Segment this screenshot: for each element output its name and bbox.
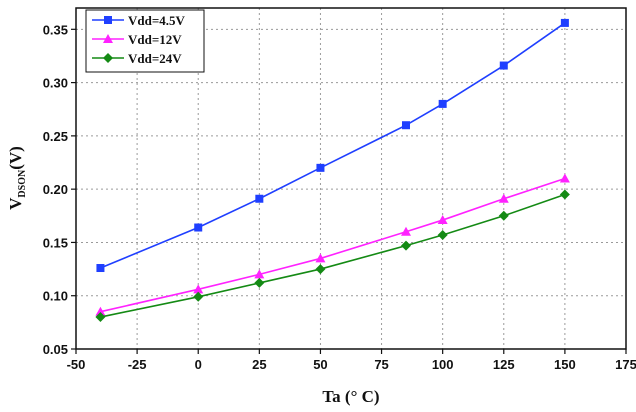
y-axis-label: VDSON(V) (6, 146, 28, 210)
series-1 (96, 18, 569, 273)
y-tick-label: 0.25 (43, 129, 68, 144)
x-tick-label: 150 (554, 357, 576, 372)
data-point (194, 223, 203, 232)
legend-label: Vdd=12V (128, 32, 182, 47)
legend-marker (103, 53, 113, 63)
legend-label: Vdd=24V (128, 51, 182, 66)
series-layer (95, 18, 570, 323)
data-point (315, 264, 326, 275)
data-point (560, 18, 569, 27)
data-point (437, 229, 448, 240)
x-tick-label: 50 (313, 357, 327, 372)
data-point (193, 291, 204, 302)
data-point (96, 264, 105, 273)
data-point (254, 269, 265, 279)
legend-item: Vdd=12V (92, 32, 182, 47)
y-tick-label: 0.05 (43, 342, 68, 357)
data-point (316, 163, 325, 172)
data-point (255, 194, 264, 203)
data-point (193, 284, 204, 294)
data-point (438, 99, 447, 108)
y-tick-label: 0.15 (43, 235, 68, 250)
y-tick-label: 0.30 (43, 76, 68, 91)
data-point (499, 61, 508, 70)
data-point (402, 121, 410, 130)
data-point (498, 193, 509, 203)
data-point (437, 215, 448, 225)
data-point (559, 173, 570, 183)
series-line (100, 193, 566, 318)
legend-marker (103, 34, 113, 43)
x-tick-label: 175 (615, 357, 636, 372)
series-line (100, 177, 566, 313)
series-3 (95, 189, 570, 323)
data-point (254, 277, 265, 288)
x-tick-label: -25 (128, 357, 147, 372)
x-tick-label: -50 (67, 357, 86, 372)
y-axis-label-unit: (V) (6, 146, 25, 170)
legend-marker (104, 16, 112, 24)
plot-frame (75, 7, 627, 350)
x-tick-label: 75 (374, 357, 388, 372)
x-tick-label: 25 (252, 357, 266, 372)
data-point (559, 189, 570, 200)
y-tick-label: 0.10 (43, 289, 68, 304)
y-tick-label: 0.20 (43, 182, 68, 197)
y-tick-label: 0.35 (43, 22, 68, 37)
ticks: -50 -25 0 25 50 75 100 125 150 175 0.05 0.10 0.15 0.2… (43, 22, 636, 372)
y-axis-label-main: V (6, 197, 25, 210)
data-point (95, 312, 106, 323)
data-point (498, 210, 509, 221)
x-tick-label: 0 (195, 357, 202, 372)
series-line (100, 22, 566, 269)
x-tick-label: 125 (493, 357, 515, 372)
data-point (401, 226, 411, 236)
legend-item: Vdd=4.5V (92, 13, 186, 28)
series-2 (95, 173, 570, 316)
legend: Vdd=4.5V Vdd=12V Vdd=24V (85, 9, 205, 73)
data-point (95, 306, 106, 316)
legend-item: Vdd=24V (92, 51, 182, 66)
x-tick-label: 100 (432, 357, 454, 372)
data-point (401, 240, 411, 251)
legend-label: Vdd=4.5V (128, 13, 186, 28)
x-axis-label: Ta (° C) (322, 387, 379, 406)
y-axis-label-subscript: DSON (17, 169, 28, 198)
data-point (315, 253, 326, 263)
